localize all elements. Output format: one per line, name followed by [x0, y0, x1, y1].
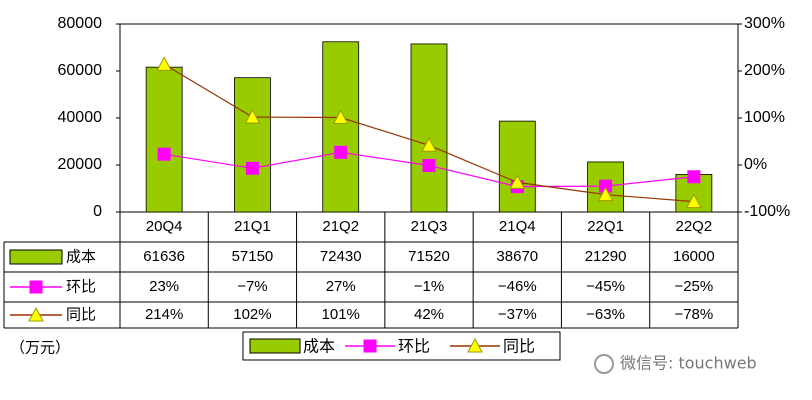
table-cell: 23% [149, 278, 179, 295]
legend-key [29, 280, 43, 294]
table-cell: 214% [145, 306, 183, 323]
x-tick-label: 22Q2 [676, 218, 713, 235]
y2-tick-label: -100% [744, 203, 790, 220]
y-tick-label: 0 [93, 203, 102, 220]
x-tick-label: 21Q3 [411, 218, 448, 235]
point [597, 186, 614, 202]
legend-key [9, 249, 63, 265]
table-row-label: 环比 [66, 278, 96, 296]
table-cell: −46% [498, 278, 537, 295]
table-cell: 38670 [496, 248, 538, 265]
x-tick-label: 21Q4 [499, 218, 536, 235]
table-cell: 57150 [232, 248, 274, 265]
point [245, 161, 259, 175]
point [422, 158, 436, 172]
table-cell: −37% [498, 306, 537, 323]
bar [322, 41, 360, 213]
point [334, 145, 348, 159]
table-cell: 101% [322, 306, 360, 323]
y2-tick-label: 100% [744, 109, 785, 126]
table-cell: 72430 [320, 248, 362, 265]
watermark: 微信号: touchweb [620, 354, 757, 373]
table-cell: −45% [586, 278, 625, 295]
table-cell: −7% [237, 278, 267, 295]
point [244, 109, 261, 124]
table-cell: 42% [414, 306, 444, 323]
x-tick-label: 22Q1 [587, 218, 624, 235]
x-tick-label: 20Q4 [146, 218, 183, 235]
y-tick-label: 60000 [58, 62, 103, 79]
x-tick-label: 21Q2 [322, 218, 359, 235]
point [509, 174, 526, 189]
table-row-label: 同比 [66, 306, 96, 324]
y2-tick-label: 0% [744, 156, 767, 173]
table-row-label: 成本 [66, 248, 96, 266]
table-cell: −1% [414, 278, 444, 295]
x-tick-label: 21Q1 [234, 218, 271, 235]
point [421, 137, 437, 152]
y2-tick-label: 300% [744, 15, 785, 32]
legend-key [363, 339, 377, 353]
legend-key [249, 338, 301, 354]
legend-label: 同比 [503, 337, 535, 356]
table-cell: −78% [674, 306, 713, 323]
table-cell: 27% [326, 278, 356, 295]
table-cell: 21290 [585, 248, 627, 265]
legend-key [28, 306, 44, 322]
legend-key [467, 337, 483, 353]
point [157, 147, 171, 161]
y-tick-label: 80000 [58, 15, 103, 32]
bar [410, 43, 448, 213]
bar [498, 120, 536, 213]
table-cell: −63% [586, 306, 625, 323]
legend-label: 环比 [398, 337, 430, 356]
table-cell: 71520 [408, 248, 450, 265]
unit-label: （万元） [10, 339, 70, 357]
table-cell: 16000 [673, 248, 715, 265]
point [686, 193, 702, 209]
legend-label: 成本 [303, 337, 335, 356]
point [332, 109, 349, 125]
y2-tick-label: 200% [744, 62, 785, 79]
bar [145, 66, 183, 213]
y-tick-label: 20000 [58, 156, 103, 173]
watermark-icon [594, 354, 614, 374]
table-cell: −25% [674, 278, 713, 295]
bar [234, 77, 271, 213]
y-tick-label: 40000 [58, 109, 103, 126]
point [687, 170, 701, 184]
point [156, 56, 172, 71]
table-cell: 102% [233, 306, 271, 323]
table-cell: 61636 [143, 248, 185, 265]
